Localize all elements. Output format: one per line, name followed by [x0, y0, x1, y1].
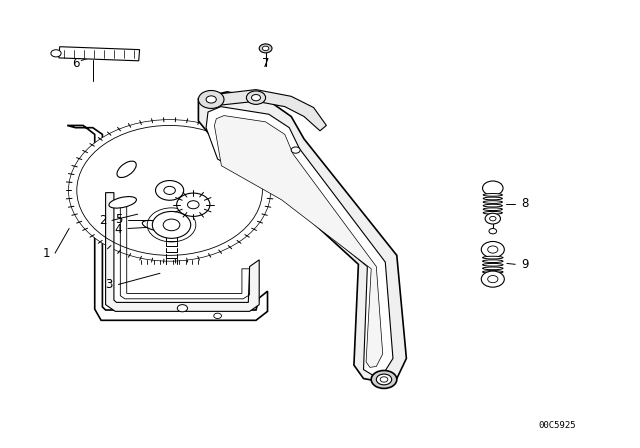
Polygon shape	[106, 193, 259, 311]
Ellipse shape	[117, 161, 136, 177]
Text: 6: 6	[72, 57, 79, 70]
Circle shape	[188, 201, 199, 209]
Text: 4: 4	[115, 223, 122, 236]
Circle shape	[206, 96, 216, 103]
Circle shape	[483, 181, 503, 195]
Polygon shape	[214, 116, 383, 367]
Circle shape	[152, 211, 191, 238]
Circle shape	[481, 241, 504, 258]
Circle shape	[214, 313, 221, 319]
Ellipse shape	[142, 220, 170, 231]
Circle shape	[481, 271, 504, 287]
Circle shape	[51, 50, 61, 57]
Circle shape	[246, 91, 266, 104]
Ellipse shape	[483, 263, 503, 266]
Ellipse shape	[483, 260, 503, 263]
Text: 8: 8	[521, 197, 529, 211]
Ellipse shape	[483, 271, 503, 273]
Ellipse shape	[483, 204, 502, 207]
Text: 9: 9	[521, 258, 529, 271]
Circle shape	[252, 95, 260, 101]
Circle shape	[68, 120, 271, 261]
Ellipse shape	[483, 201, 502, 203]
Polygon shape	[59, 47, 140, 61]
Text: 1: 1	[42, 246, 50, 260]
Ellipse shape	[483, 194, 502, 196]
Circle shape	[371, 370, 397, 388]
Circle shape	[259, 44, 272, 53]
Ellipse shape	[483, 211, 502, 214]
Circle shape	[485, 213, 500, 224]
Circle shape	[291, 147, 300, 153]
Circle shape	[198, 90, 224, 108]
Circle shape	[488, 246, 498, 253]
Ellipse shape	[483, 267, 503, 270]
Text: 7: 7	[262, 57, 269, 70]
Circle shape	[177, 305, 188, 312]
Circle shape	[156, 181, 184, 200]
Ellipse shape	[483, 256, 503, 259]
Text: 3: 3	[105, 278, 113, 291]
Ellipse shape	[483, 197, 502, 200]
Circle shape	[163, 219, 180, 231]
Circle shape	[177, 193, 210, 216]
Ellipse shape	[109, 197, 136, 208]
Ellipse shape	[483, 208, 502, 211]
Text: 00C5925: 00C5925	[538, 421, 575, 430]
Circle shape	[489, 228, 497, 234]
Polygon shape	[67, 125, 268, 320]
Polygon shape	[198, 92, 406, 382]
Text: 2: 2	[99, 214, 106, 227]
Circle shape	[262, 46, 269, 51]
Polygon shape	[206, 107, 393, 375]
Polygon shape	[218, 90, 326, 131]
Circle shape	[376, 374, 392, 385]
Text: 5: 5	[115, 213, 122, 226]
